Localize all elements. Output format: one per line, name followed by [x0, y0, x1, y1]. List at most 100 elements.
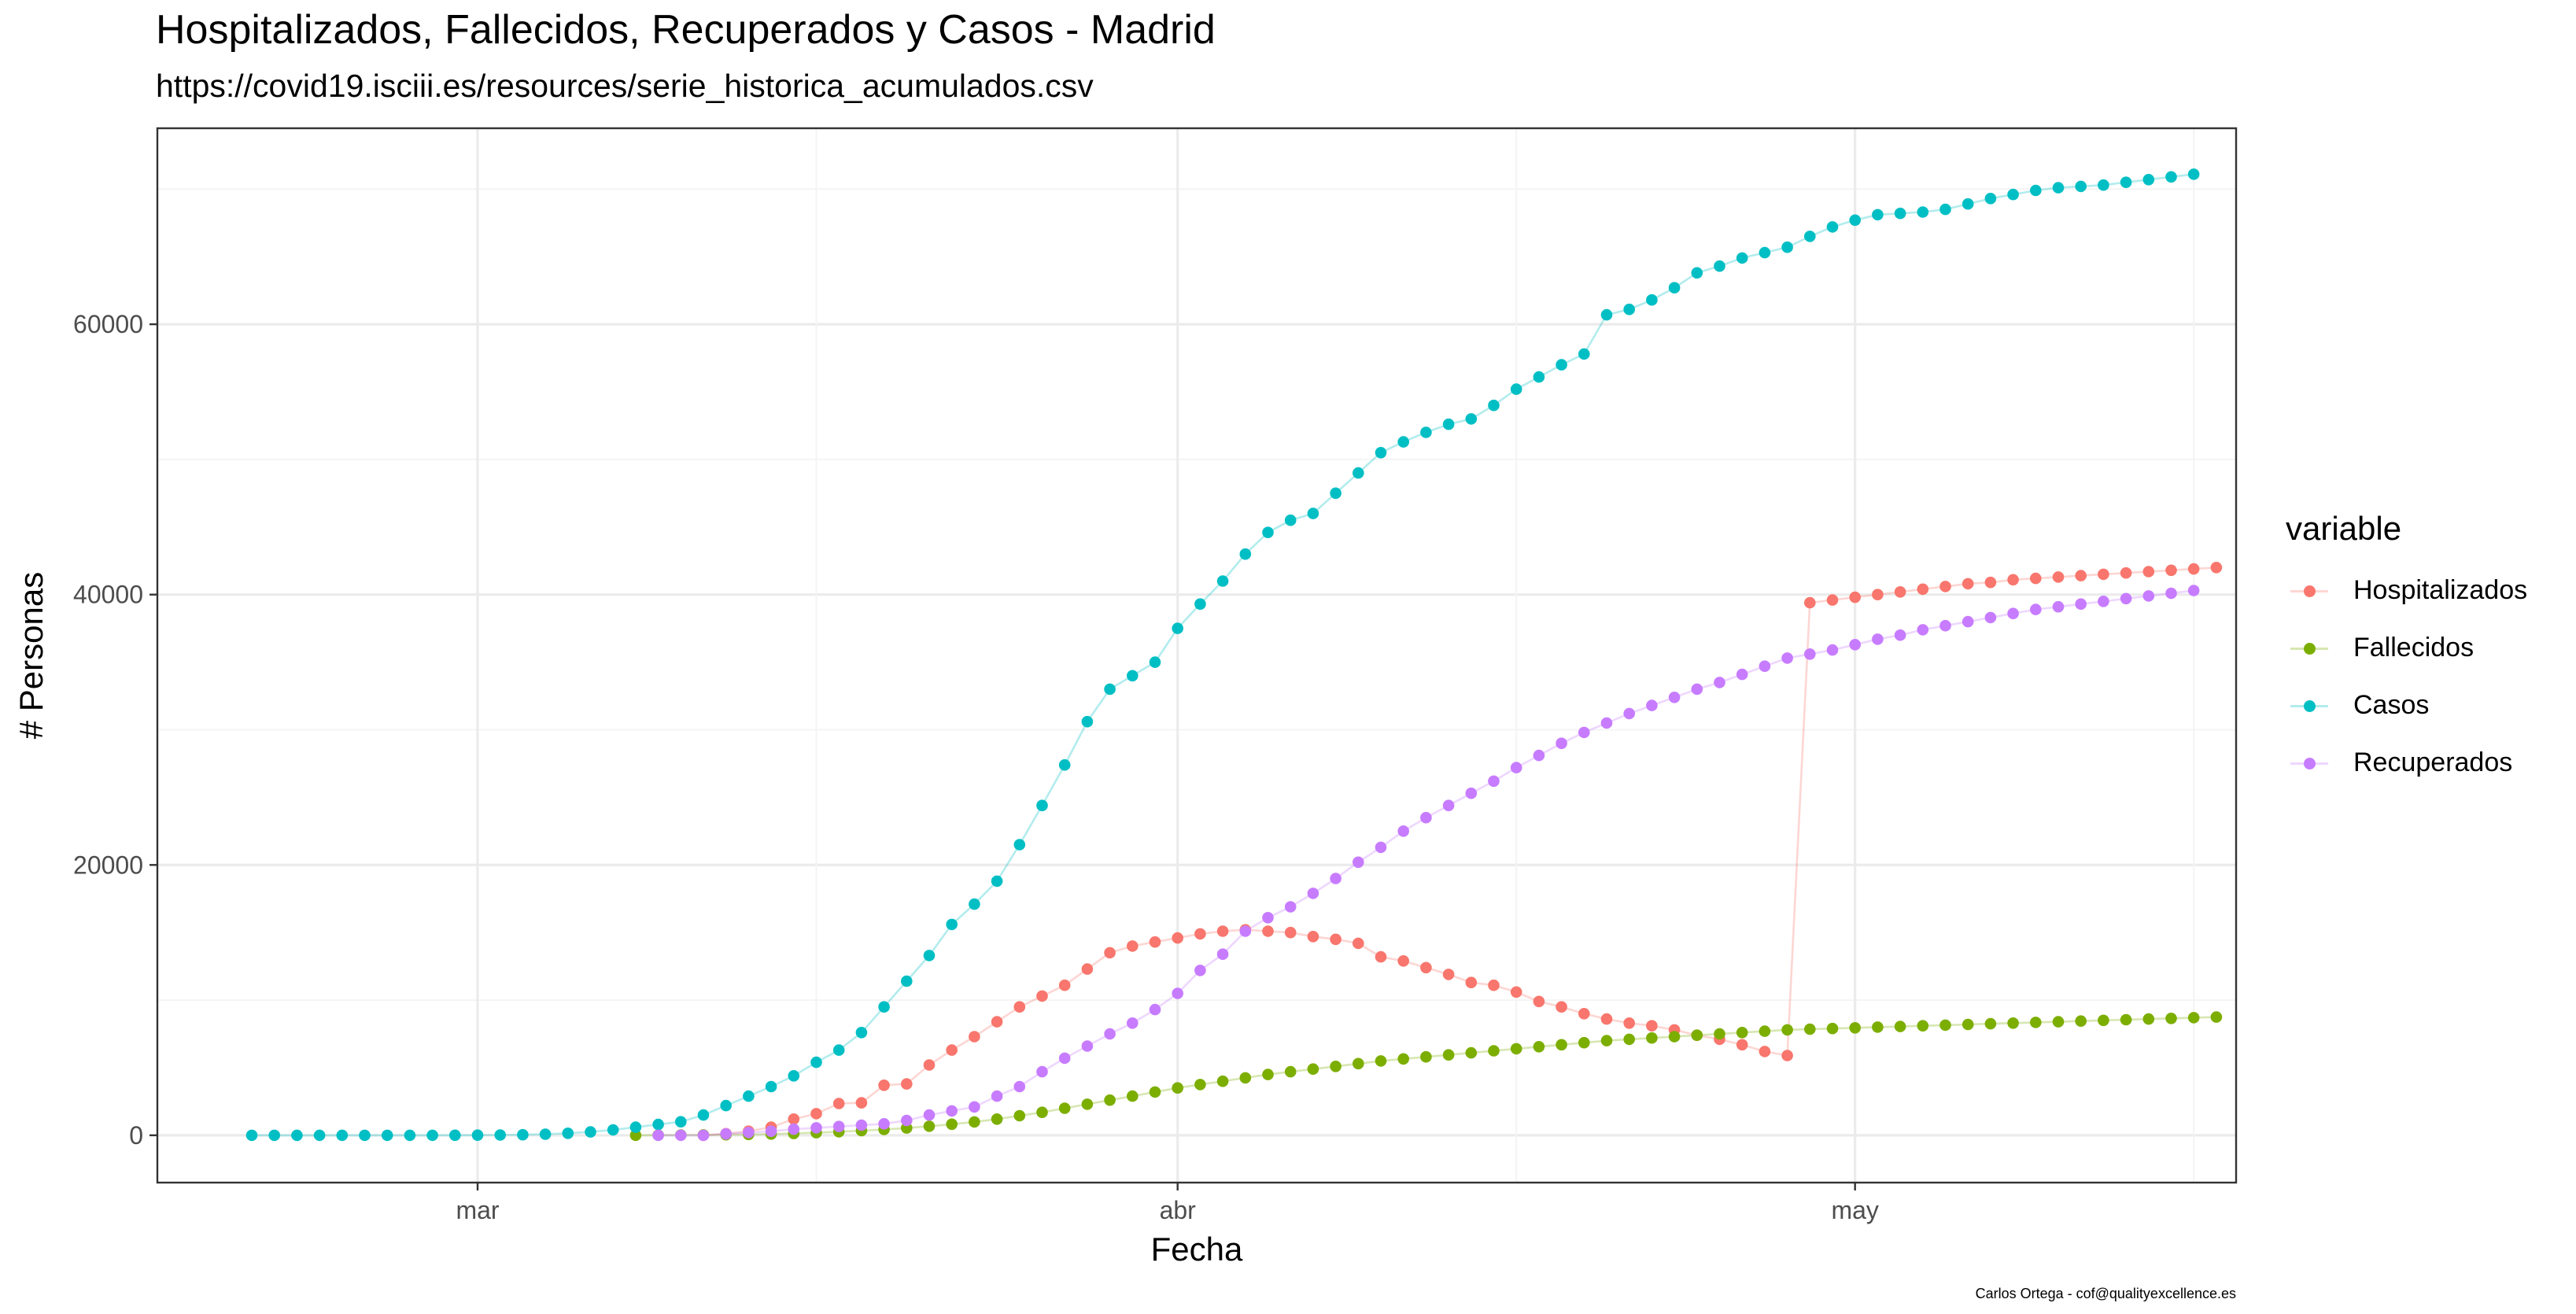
data-point-casos	[1353, 467, 1364, 479]
data-point-casos	[1216, 575, 1229, 587]
data-point-casos	[2030, 184, 2042, 197]
y-axis-label: # Personas	[13, 572, 50, 739]
data-point-fallecidos	[1465, 1046, 1478, 1059]
data-point-casos	[1962, 197, 1974, 210]
legend-item-fallecidos: Fallecidos	[2286, 619, 2527, 677]
data-point-hospitalizados	[810, 1108, 822, 1120]
chart-title: Hospitalizados, Fallecidos, Recuperados …	[156, 7, 1216, 53]
data-point-casos	[404, 1129, 416, 1142]
data-point-recuperados	[788, 1123, 800, 1135]
data-point-casos	[585, 1126, 596, 1138]
data-point-casos	[291, 1129, 303, 1142]
data-point-casos	[607, 1124, 619, 1136]
data-point-hospitalizados	[1804, 596, 1816, 609]
data-point-recuperados	[1216, 948, 1229, 960]
data-point-recuperados	[878, 1118, 890, 1130]
legend-label-fallecidos: Fallecidos	[2353, 633, 2475, 663]
data-point-fallecidos	[1759, 1025, 1771, 1037]
data-point-recuperados	[832, 1120, 845, 1132]
data-point-casos	[788, 1070, 800, 1082]
y-tick-label: 40000	[73, 581, 143, 609]
data-point-casos	[1104, 683, 1116, 696]
legend-item-hospitalizados: Hospitalizados	[2286, 562, 2527, 619]
data-point-hospitalizados	[1081, 963, 1094, 975]
data-point-hospitalizados	[969, 1031, 980, 1043]
data-point-casos	[1804, 231, 1816, 242]
data-point-casos	[901, 975, 913, 987]
y-tick-label: 60000	[73, 310, 143, 338]
data-point-fallecidos	[1736, 1027, 1748, 1039]
data-point-hospitalizados	[1353, 937, 1364, 950]
data-point-casos	[1600, 308, 1613, 321]
data-point-fallecidos	[1714, 1028, 1725, 1040]
data-point-hospitalizados	[1849, 591, 1861, 603]
data-point-recuperados	[1691, 683, 1703, 696]
plot-panel-border	[156, 127, 2238, 1184]
data-point-recuperados	[1917, 624, 1929, 636]
data-point-recuperados	[1239, 925, 1252, 937]
legend: variable Hospitalizados Fallecidos Casos Re…	[2286, 510, 2527, 792]
data-point-recuperados	[1623, 707, 1635, 720]
series-points-recuperados	[652, 585, 2200, 1142]
data-point-recuperados	[2007, 607, 2019, 619]
data-point-fallecidos	[1578, 1036, 1590, 1049]
data-point-hospitalizados	[2075, 570, 2087, 581]
data-point-recuperados	[743, 1127, 755, 1139]
data-point-fallecidos	[2007, 1017, 2019, 1029]
data-point-casos	[1714, 260, 1725, 272]
data-point-hospitalizados	[1058, 979, 1071, 991]
data-point-hospitalizados	[1600, 1013, 1613, 1025]
data-point-casos	[336, 1129, 349, 1142]
data-point-fallecidos	[2120, 1013, 2132, 1026]
data-point-fallecidos	[1307, 1063, 1319, 1075]
data-point-recuperados	[1984, 611, 1997, 624]
data-point-hospitalizados	[2007, 574, 2019, 586]
data-point-recuperados	[1397, 825, 1409, 837]
data-point-fallecidos	[1691, 1029, 1703, 1041]
data-point-casos	[1984, 193, 1997, 205]
data-point-fallecidos	[1081, 1098, 1094, 1110]
data-point-hospitalizados	[1375, 950, 1387, 963]
data-point-recuperados	[1826, 644, 1839, 656]
data-point-casos	[923, 950, 936, 962]
data-point-recuperados	[969, 1101, 980, 1113]
data-point-fallecidos	[2142, 1013, 2155, 1025]
data-point-hospitalizados	[1984, 576, 1997, 589]
data-point-recuperados	[1714, 677, 1725, 688]
data-point-hospitalizados	[2098, 568, 2109, 581]
data-point-fallecidos	[1600, 1035, 1613, 1046]
data-point-casos	[539, 1128, 552, 1140]
data-point-casos	[1058, 759, 1071, 771]
data-point-casos	[1262, 526, 1274, 538]
data-point-casos	[878, 1001, 890, 1013]
data-point-casos	[1194, 598, 1206, 610]
data-point-fallecidos	[2030, 1017, 2042, 1028]
data-point-fallecidos	[1058, 1102, 1071, 1114]
data-point-fallecidos	[2098, 1014, 2109, 1027]
data-point-hospitalizados	[1510, 986, 1522, 998]
data-point-casos	[1578, 348, 1590, 360]
data-point-casos	[2007, 188, 2019, 201]
data-point-hospitalizados	[946, 1044, 958, 1056]
data-point-casos	[1510, 383, 1522, 395]
legend-label-recuperados: Recuperados	[2353, 747, 2513, 777]
data-point-recuperados	[1149, 1003, 1161, 1016]
data-point-casos	[426, 1129, 438, 1142]
data-point-casos	[991, 875, 1003, 888]
data-point-hospitalizados	[2210, 562, 2223, 574]
data-point-casos	[1736, 252, 1748, 264]
data-point-hospitalizados	[1781, 1050, 1793, 1061]
data-point-fallecidos	[1646, 1032, 1658, 1044]
chart-subtitle: https://covid19.isciii.es/resources/seri…	[156, 68, 1094, 104]
data-point-casos	[1872, 209, 1884, 221]
data-point-casos	[675, 1116, 687, 1128]
data-point-casos	[1397, 436, 1409, 448]
data-point-recuperados	[1420, 811, 1432, 824]
data-point-hospitalizados	[1194, 928, 1206, 940]
data-point-casos	[1149, 656, 1161, 668]
data-point-hospitalizados	[2030, 572, 2042, 585]
data-point-hospitalizados	[1962, 578, 1974, 590]
data-point-recuperados	[765, 1125, 777, 1137]
data-point-casos	[1420, 426, 1432, 438]
data-point-hospitalizados	[1284, 926, 1297, 939]
